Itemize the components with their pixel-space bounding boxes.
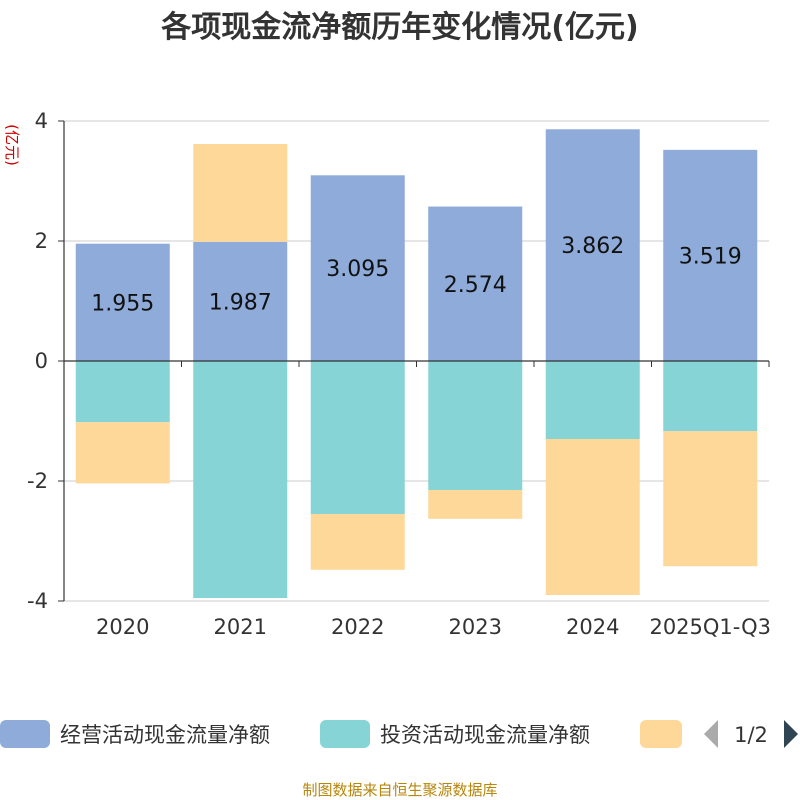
bar-1-2023[interactable]	[428, 206, 523, 361]
bar-3-2020[interactable]	[75, 422, 170, 484]
x-tick-label: 2021	[214, 615, 267, 639]
bar-1-2021[interactable]	[193, 241, 288, 361]
legend[interactable]: 经营活动现金流量净额 投资活动现金流量净额 1/2	[0, 720, 798, 748]
bars	[75, 129, 758, 598]
bar-1-2020[interactable]	[75, 243, 170, 361]
bar-value-label: 3.519	[679, 244, 742, 269]
bar-labels: 1.955 1.987 3.095 2.574 3.862 3.519	[91, 234, 741, 316]
bar-3-2024[interactable]	[545, 439, 640, 595]
bar-value-label: 3.862	[561, 234, 624, 259]
bar-3-2023[interactable]	[428, 490, 523, 519]
legend-swatch-operating[interactable]	[0, 720, 50, 748]
legend-page-indicator: 1/2	[734, 723, 768, 747]
y-tick-label: 0	[35, 349, 48, 373]
bar-2-2024[interactable]	[545, 361, 640, 439]
axes	[58, 120, 770, 602]
y-tick-label: 2	[35, 229, 48, 253]
bar-2-2023[interactable]	[428, 361, 523, 490]
bar-2-2020[interactable]	[75, 361, 170, 423]
x-tick-label: 2020	[96, 615, 149, 639]
legend-label-investing[interactable]: 投资活动现金流量净额	[380, 723, 590, 747]
bar-3-2025Q1-Q3[interactable]	[663, 431, 758, 567]
source-note: 制图数据来自恒生聚源数据库	[302, 781, 497, 799]
legend-next-icon[interactable]	[784, 720, 798, 748]
bar-value-label: 2.574	[444, 273, 507, 298]
bar-3-2021[interactable]	[193, 143, 288, 242]
bar-2-2025Q1-Q3[interactable]	[663, 361, 758, 432]
bar-3-2022[interactable]	[310, 514, 405, 570]
bar-2-2022[interactable]	[310, 361, 405, 514]
x-tick-label: 2025Q1-Q3	[649, 615, 771, 639]
x-tick-label: 2022	[331, 615, 384, 639]
bar-2-2021[interactable]	[193, 361, 288, 598]
bar-1-2024[interactable]	[545, 129, 640, 361]
bar-value-label: 3.095	[326, 257, 389, 282]
legend-prev-icon[interactable]	[704, 720, 718, 748]
bar-value-label: 1.955	[91, 291, 154, 316]
y-tick-label: -4	[27, 589, 48, 613]
legend-label-operating[interactable]: 经营活动现金流量净额	[60, 723, 270, 747]
bar-value-label: 1.987	[209, 290, 272, 315]
chart-title: 各项现金流净额历年变化情况(亿元)	[160, 10, 638, 45]
bar-1-2025Q1-Q3[interactable]	[663, 149, 758, 361]
legend-swatch-investing[interactable]	[320, 720, 370, 748]
y-tick-label: -2	[27, 469, 48, 493]
legend-swatch-financing[interactable]	[640, 720, 682, 748]
x-tick-label: 2023	[449, 615, 502, 639]
y-axis-unit: (亿元)	[3, 124, 21, 166]
x-tick-label: 2024	[566, 615, 619, 639]
y-tick-label: 4	[35, 109, 48, 133]
bar-1-2022[interactable]	[310, 175, 405, 361]
ticks: -4 -2 0 2 4 2020 2021 2022 2023 2024 2025Q1-Q3	[27, 109, 771, 639]
